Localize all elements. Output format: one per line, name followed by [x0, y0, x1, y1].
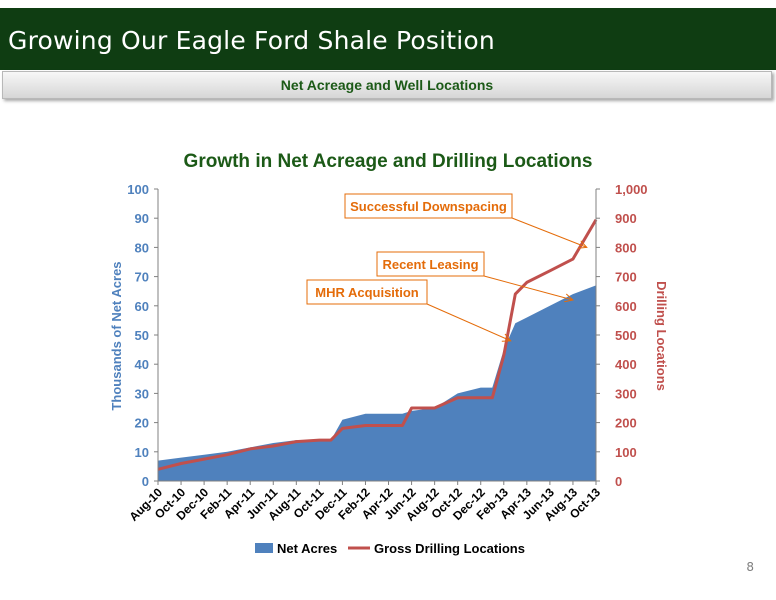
annotation-arrow [426, 303, 511, 342]
right-tick-label: 200 [615, 416, 637, 431]
annotation-label: MHR Acquisition [315, 285, 419, 300]
annotation-arrowhead [564, 293, 574, 303]
right-tick-label: 300 [615, 386, 637, 401]
right-axis-ticks: 0 100 200 300 400 500 600 700 800 900 1,000 [596, 182, 648, 489]
annotation-arrowhead [577, 240, 588, 249]
right-tick-label: 700 [615, 270, 637, 285]
right-axis-label: Drilling Locations [654, 281, 669, 391]
annotation-label: Recent Leasing [382, 257, 478, 272]
right-tick-label: 100 [615, 445, 637, 460]
left-tick-label: 90 [135, 211, 149, 226]
left-tick-label: 0 [142, 474, 149, 489]
right-tick-label: 0 [615, 474, 622, 489]
x-axis-ticks: Aug-10Oct-10Dec-10Feb-11Apr-11Jun-11Aug-… [126, 481, 603, 524]
annotation-arrow [483, 275, 574, 301]
annotation-box [376, 251, 485, 277]
left-axis-label: Thousands of Net Acres [109, 261, 124, 410]
left-tick-label: 10 [135, 445, 149, 460]
legend: Net Acres Gross Drilling Locations [255, 541, 525, 556]
page-number: 8 [746, 560, 754, 574]
left-tick-label: 60 [135, 299, 149, 314]
left-tick-label: 50 [135, 328, 149, 343]
left-axis-ticks: 0 10 20 30 40 50 60 70 80 90 100 [127, 182, 158, 489]
page-subtitle: Net Acreage and Well Locations [280, 77, 494, 93]
drilling-line-layer [157, 218, 598, 471]
right-tick-label: 800 [615, 240, 637, 255]
drilling-locations-line [157, 218, 598, 471]
left-tick-label: 70 [135, 270, 149, 285]
left-tick-label: 40 [135, 357, 149, 372]
page-title: Growing Our Eagle Ford Shale Position [8, 26, 495, 55]
right-tick-label: 400 [615, 357, 637, 372]
annotation-box [306, 279, 428, 305]
right-tick-label: 600 [615, 299, 637, 314]
annotation-arrow [511, 217, 587, 248]
right-tick-label: 500 [615, 328, 637, 343]
annotations-layer: Successful Downspacing Recent Leasing MHR … [306, 193, 588, 342]
legend-swatch-net-acres [255, 543, 273, 553]
net-acres-area-layer [158, 285, 596, 481]
legend-label-drilling: Gross Drilling Locations [374, 541, 525, 556]
left-tick-label: 80 [135, 240, 149, 255]
annotation-label: Successful Downspacing [350, 199, 507, 214]
left-tick-label: 30 [135, 386, 149, 401]
annotation-arrowhead [501, 333, 512, 342]
left-tick-label: 100 [127, 182, 149, 197]
right-tick-label: 900 [615, 211, 637, 226]
right-tick-label: 1,000 [615, 182, 648, 197]
left-tick-label: 20 [135, 416, 149, 431]
subtitle-bar: Net Acreage and Well Locations [2, 71, 772, 99]
legend-label-net-acres: Net Acres [277, 541, 337, 556]
chart-title: Growth in Net Acreage and Drilling Locat… [184, 151, 593, 172]
title-bar: Growing Our Eagle Ford Shale Position [0, 8, 776, 70]
annotation-box [344, 193, 513, 219]
net-acres-area [158, 285, 596, 481]
